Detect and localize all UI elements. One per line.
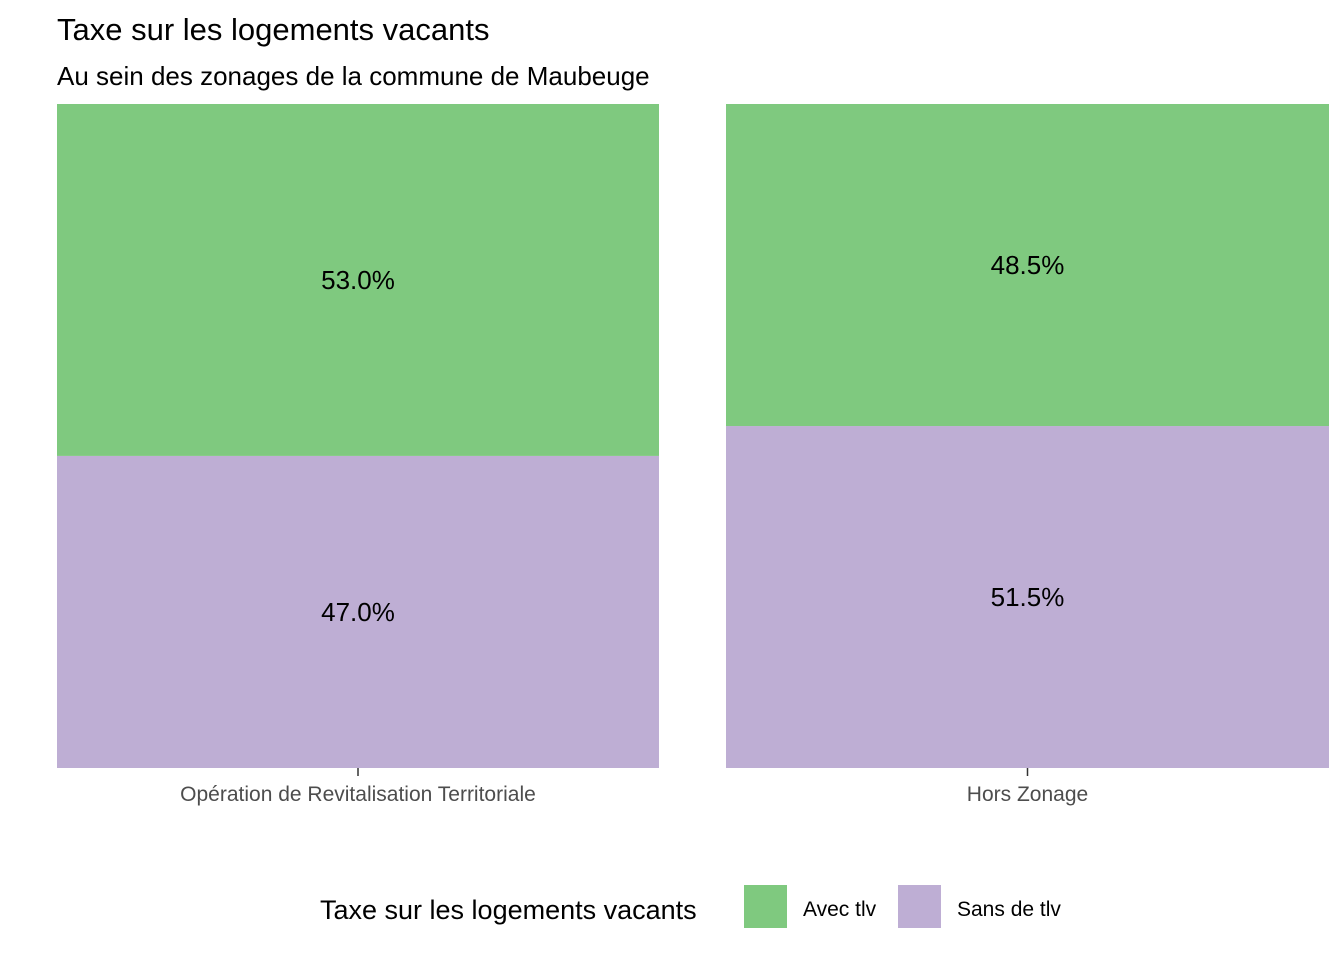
legend-key-avec-tlv (744, 885, 787, 928)
legend-label: Avec tlv (803, 898, 877, 921)
bar-1-avec-tlv (57, 104, 659, 456)
data-label: 47.0% (321, 597, 395, 627)
plot-area: 47.0% 53.0% Opération de Revitalisation Te… (57, 104, 1329, 806)
data-label: 53.0% (321, 265, 395, 295)
x-tick-label: Opération de Revitalisation Territoriale (180, 783, 536, 806)
data-label: 48.5% (991, 250, 1065, 280)
chart-subtitle: Au sein des zonages de la commune de Mau… (57, 61, 650, 91)
legend-label: Sans de tlv (957, 898, 1061, 921)
data-label: 51.5% (991, 582, 1065, 612)
legend: Taxe sur les logements vacants Avec tlv S… (320, 885, 1061, 928)
bar-1-sans-de-tlv (57, 455, 659, 768)
legend-key-sans-de-tlv (898, 885, 941, 928)
x-tick-label: Hors Zonage (967, 783, 1088, 806)
chart-title: Taxe sur les logements vacants (57, 12, 490, 47)
bar-2-sans-de-tlv (726, 426, 1329, 768)
bar-2-avec-tlv (726, 104, 1329, 427)
legend-title: Taxe sur les logements vacants (320, 895, 697, 925)
